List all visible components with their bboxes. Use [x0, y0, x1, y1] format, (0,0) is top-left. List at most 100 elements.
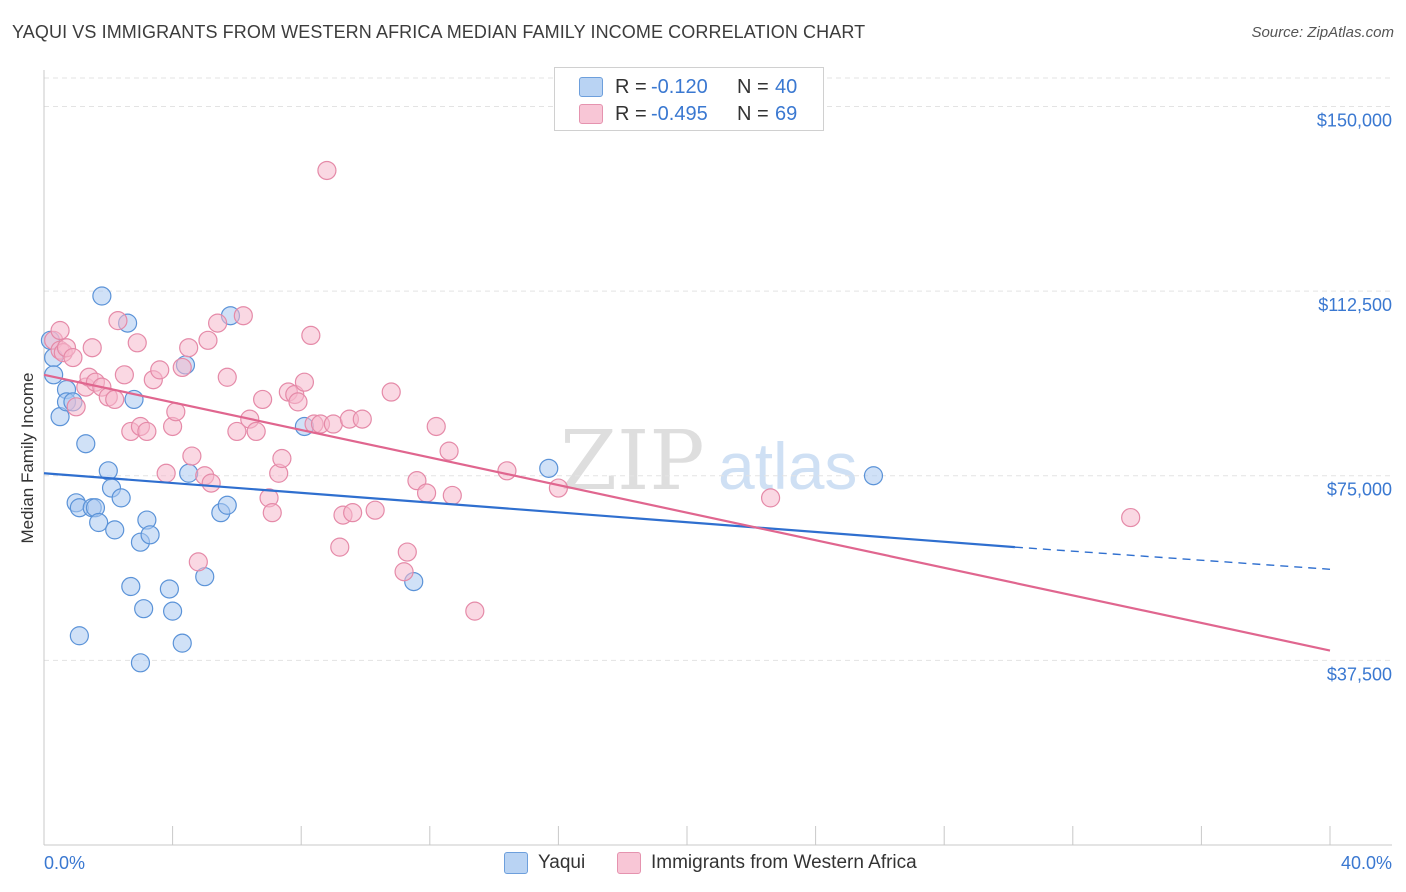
- point-western-africa: [63, 347, 83, 368]
- gridlines: [44, 77, 1392, 661]
- watermark-atlas: atlas: [718, 429, 857, 503]
- point-western-africa: [1121, 507, 1141, 528]
- x-tick-label: 0.0%: [44, 853, 85, 873]
- point-yaqui: [863, 466, 884, 486]
- point-western-africa: [208, 313, 228, 333]
- point-western-africa: [182, 446, 202, 466]
- series-legend-yaqui: Yaqui: [504, 852, 585, 874]
- y-tick-label: $37,500: [1327, 664, 1392, 684]
- point-yaqui: [159, 579, 179, 599]
- point-western-africa: [156, 463, 176, 483]
- point-western-africa: [227, 421, 247, 442]
- point-western-africa: [426, 416, 446, 437]
- legend-swatch-yaqui: [579, 77, 603, 97]
- point-western-africa: [323, 414, 343, 434]
- y-tick-labels: $37,500 $75,000 $112,500 $150,000: [1317, 110, 1392, 684]
- legend-n-label: N =: [737, 75, 769, 98]
- series-legend-swatch-yaqui: [504, 852, 528, 874]
- series-legend-swatch-western-africa: [617, 852, 641, 874]
- x-tick-label: 40.0%: [1341, 853, 1392, 873]
- legend-r-label: R =: [615, 75, 647, 98]
- point-western-africa: [246, 421, 266, 442]
- point-yaqui: [179, 463, 199, 483]
- point-yaqui: [217, 495, 237, 515]
- point-western-africa: [172, 357, 192, 378]
- point-western-africa: [233, 306, 253, 326]
- point-western-africa: [416, 483, 437, 503]
- point-western-africa: [217, 367, 237, 387]
- point-yaqui: [105, 520, 125, 540]
- point-yaqui: [89, 512, 109, 533]
- legend-row-western-africa: R = -0.495 N = 69: [579, 102, 797, 126]
- point-yaqui: [92, 286, 112, 306]
- y-tick-label: $150,000: [1317, 110, 1392, 130]
- trend-line-yaqui-extension: [1014, 546, 1331, 570]
- legend-n-value-yaqui: 40: [775, 75, 798, 98]
- point-western-africa: [127, 333, 147, 353]
- legend-n-value-western-africa: 69: [775, 102, 798, 125]
- point-yaqui: [130, 653, 151, 673]
- legend-r-value-western-africa: -0.495: [651, 102, 708, 125]
- point-western-africa: [330, 537, 350, 557]
- point-western-africa: [352, 409, 372, 429]
- trend-line-yaqui: [43, 472, 1016, 549]
- series-western-africa-points: [44, 160, 1141, 621]
- point-yaqui: [111, 488, 131, 508]
- y-tick-label: $112,500: [1318, 295, 1392, 315]
- point-yaqui: [121, 576, 141, 597]
- watermark: ZIP atlas: [560, 414, 857, 509]
- point-western-africa: [381, 382, 401, 402]
- point-yaqui: [163, 601, 183, 621]
- point-western-africa: [760, 488, 781, 508]
- trend-line-western-africa: [43, 373, 1331, 652]
- point-western-africa: [397, 542, 417, 562]
- point-yaqui: [539, 458, 559, 478]
- point-yaqui: [140, 525, 160, 545]
- legend-r-label: R =: [615, 102, 647, 125]
- point-western-africa: [294, 372, 315, 392]
- point-western-africa: [548, 478, 569, 498]
- point-western-africa: [343, 503, 363, 523]
- series-legend-label-yaqui: Yaqui: [538, 852, 586, 873]
- y-tick-label: $75,000: [1327, 480, 1392, 500]
- point-western-africa: [66, 397, 86, 417]
- point-western-africa: [188, 552, 208, 572]
- point-western-africa: [301, 325, 321, 346]
- point-western-africa: [50, 320, 70, 341]
- point-western-africa: [365, 500, 385, 520]
- point-western-africa: [201, 473, 221, 493]
- correlation-legend: R = -0.120 N = 40 R = -0.495 N = 69: [554, 67, 824, 131]
- point-western-africa: [179, 338, 199, 358]
- point-yaqui: [172, 633, 192, 653]
- point-yaqui: [76, 434, 96, 454]
- point-yaqui: [134, 599, 154, 619]
- point-western-africa: [198, 330, 218, 350]
- point-western-africa: [105, 389, 125, 410]
- watermark-zip: ZIP: [560, 414, 705, 509]
- point-western-africa: [394, 562, 414, 582]
- series-legend-label-western-africa: Immigrants from Western Africa: [651, 852, 917, 873]
- point-western-africa: [150, 360, 170, 380]
- legend-n-label: N =: [737, 102, 769, 125]
- point-western-africa: [137, 421, 157, 442]
- point-yaqui: [69, 626, 89, 646]
- series-legend: Yaqui Immigrants from Western Africa: [0, 852, 1406, 876]
- legend-swatch-western-africa: [579, 104, 603, 124]
- point-western-africa: [253, 389, 273, 410]
- trend-lines: [43, 373, 1331, 652]
- x-tick-labels: 0.0% 40.0%: [44, 853, 1392, 873]
- point-western-africa: [439, 441, 459, 461]
- legend-row-yaqui: R = -0.120 N = 40: [579, 75, 797, 99]
- point-western-africa: [82, 338, 102, 358]
- point-western-africa: [262, 503, 282, 523]
- point-western-africa: [317, 160, 337, 181]
- source-label: Source: ZipAtlas.com: [1251, 24, 1394, 41]
- point-western-africa: [288, 392, 308, 412]
- point-western-africa: [497, 461, 517, 481]
- point-western-africa: [114, 365, 134, 385]
- axes: [43, 70, 1392, 846]
- chart-title: YAQUI VS IMMIGRANTS FROM WESTERN AFRICA …: [12, 22, 866, 42]
- point-western-africa: [272, 448, 292, 469]
- series-legend-western-africa: Immigrants from Western Africa: [617, 852, 917, 874]
